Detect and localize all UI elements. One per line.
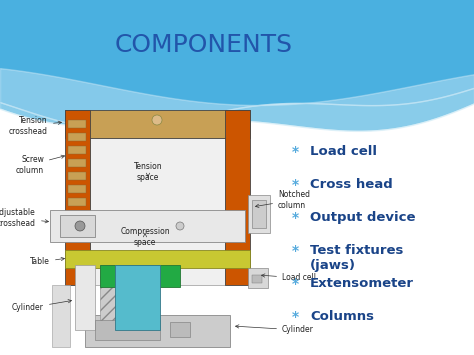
Bar <box>68 133 86 141</box>
Bar <box>252 275 262 283</box>
Bar <box>95 320 160 340</box>
Bar <box>65 110 90 285</box>
Text: Columns: Columns <box>310 310 374 323</box>
Text: Cylinder: Cylinder <box>236 325 314 334</box>
Text: *: * <box>292 211 299 225</box>
Text: *: * <box>292 277 299 291</box>
Bar <box>100 265 118 330</box>
Text: Screw
column: Screw column <box>16 155 64 175</box>
Bar <box>68 172 86 180</box>
Bar <box>170 322 190 337</box>
Text: *: * <box>292 244 299 258</box>
Bar <box>248 195 270 233</box>
Text: *: * <box>292 145 299 159</box>
Bar <box>85 315 230 347</box>
Bar <box>68 224 86 232</box>
Bar <box>65 110 250 138</box>
Bar <box>68 198 86 206</box>
Text: Cylinder: Cylinder <box>12 300 72 312</box>
Bar <box>60 215 95 237</box>
Text: Extensometer: Extensometer <box>310 277 414 290</box>
Text: Table: Table <box>30 257 64 267</box>
Text: *: * <box>292 310 299 324</box>
Bar <box>225 110 250 285</box>
Bar <box>52 285 70 347</box>
Bar <box>100 265 180 287</box>
Bar <box>252 200 266 228</box>
Text: Notched
column: Notched column <box>255 190 310 210</box>
Circle shape <box>152 115 162 125</box>
Bar <box>68 211 86 219</box>
Bar <box>68 146 86 154</box>
Text: Tension
space: Tension space <box>134 162 162 182</box>
Circle shape <box>75 221 85 231</box>
Bar <box>68 159 86 167</box>
Circle shape <box>176 222 184 230</box>
Bar <box>248 268 268 288</box>
Text: COMPONENTS: COMPONENTS <box>115 33 293 57</box>
Text: Adjustable
crosshead: Adjustable crosshead <box>0 208 48 228</box>
Bar <box>68 185 86 193</box>
Text: *: * <box>292 178 299 192</box>
Text: Output device: Output device <box>310 211 416 224</box>
Text: Test fixtures
(jaws): Test fixtures (jaws) <box>310 244 403 272</box>
Text: Compression
space: Compression space <box>120 227 170 247</box>
Bar <box>50 210 245 242</box>
Bar <box>75 265 95 330</box>
Text: Load cell: Load cell <box>310 145 377 158</box>
Text: Tension
crosshead: Tension crosshead <box>9 116 62 136</box>
Bar <box>90 138 225 285</box>
Bar <box>115 265 160 330</box>
Text: Cross head: Cross head <box>310 178 393 191</box>
Bar <box>68 120 86 128</box>
Bar <box>65 250 250 268</box>
Text: Load cell: Load cell <box>262 273 316 283</box>
